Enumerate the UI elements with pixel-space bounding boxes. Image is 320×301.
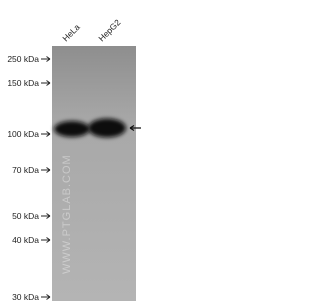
marker-label: 70 kDa bbox=[12, 165, 39, 175]
marker-arrow bbox=[41, 237, 51, 243]
marker-label: 150 kDa bbox=[7, 78, 39, 88]
marker-label: 250 kDa bbox=[7, 54, 39, 64]
marker-arrow bbox=[41, 213, 51, 219]
membrane bbox=[52, 46, 136, 301]
band-arrow bbox=[129, 124, 141, 132]
marker-label: 100 kDa bbox=[7, 129, 39, 139]
marker-arrow bbox=[41, 167, 51, 173]
marker-arrow bbox=[41, 131, 51, 137]
band bbox=[54, 121, 90, 137]
marker-arrow bbox=[41, 294, 51, 300]
lane-label: HeLa bbox=[60, 22, 82, 44]
blot-figure: WWW.PTGLAB.COM HeLa HepG2 250 kDa 150 kDa 10… bbox=[7, 17, 141, 301]
lane-label: HepG2 bbox=[96, 17, 122, 43]
marker-arrow bbox=[41, 80, 51, 86]
marker-arrow bbox=[41, 56, 51, 62]
marker-label: 30 kDa bbox=[12, 292, 39, 301]
band bbox=[88, 118, 126, 138]
marker-label: 40 kDa bbox=[12, 235, 39, 245]
marker-label: 50 kDa bbox=[12, 211, 39, 221]
watermark: WWW.PTGLAB.COM bbox=[61, 154, 73, 274]
page: WWW.PTGLAB.COM HeLa HepG2 250 kDa 150 kDa 10… bbox=[0, 0, 150, 301]
